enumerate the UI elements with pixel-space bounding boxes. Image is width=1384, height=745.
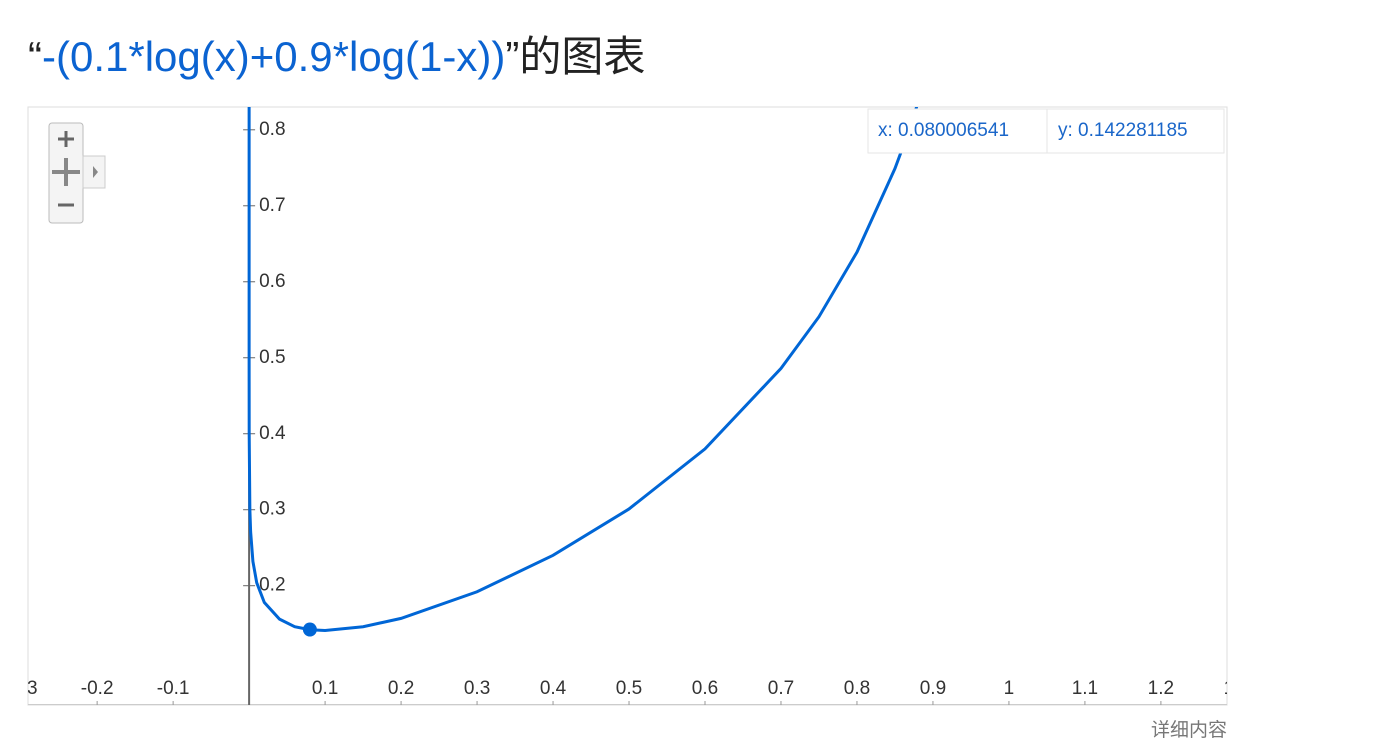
title-suffix: ”的图表 bbox=[505, 33, 645, 80]
x-tick-label: 1.2 bbox=[1148, 678, 1174, 699]
x-tick-label: 1 bbox=[1004, 678, 1015, 699]
title-quote: “ bbox=[28, 33, 42, 80]
plot-area[interactable] bbox=[27, 106, 1228, 706]
y-tick-label: 0.6 bbox=[259, 271, 285, 292]
x-tick-label: 0.6 bbox=[692, 678, 718, 699]
x-tick-label: 0.2 bbox=[388, 678, 414, 699]
x-tick-label: 0.8 bbox=[844, 678, 870, 699]
x-tick-label: -0.1 bbox=[157, 678, 190, 699]
x-tick-label: 0.4 bbox=[540, 678, 567, 699]
pan-arrow bbox=[93, 166, 98, 178]
y-tick-label: 0.7 bbox=[259, 195, 285, 216]
zoom-in[interactable] bbox=[58, 131, 74, 147]
zoom-controls bbox=[48, 122, 106, 224]
y-tick-label: 0.2 bbox=[259, 575, 285, 596]
tooltip: x: 0.080006541 y: 0.142281185 bbox=[867, 108, 1225, 154]
plot: -0.3 -0.2 -0.1 0.1 0.2 0.3 0.4 0.5 0.6 0.7 0.8 0.9 1… bbox=[5, 107, 1250, 705]
details-link[interactable]: 详细内容 bbox=[1151, 719, 1227, 741]
tooltip-x: x: 0.080006541 bbox=[878, 120, 1009, 141]
tooltip-box bbox=[867, 108, 1225, 154]
x-tick-label: 1.3 bbox=[1224, 678, 1250, 699]
title: “-(0.1*log(x)+0.9*log(1-x))”的图表 bbox=[28, 33, 645, 80]
highlight-point bbox=[302, 622, 317, 637]
y-tick-label: 0.3 bbox=[259, 499, 285, 520]
y-tick-label: 0.4 bbox=[259, 423, 286, 444]
x-tick-label: 1.1 bbox=[1072, 678, 1098, 699]
x-tick-label: 0.3 bbox=[464, 678, 490, 699]
tooltip-y: y: 0.142281185 bbox=[1058, 120, 1188, 141]
x-tick-label: -0.3 bbox=[5, 678, 38, 699]
x-tick-label: 0.1 bbox=[312, 678, 338, 699]
x-tick-label: 0.5 bbox=[616, 678, 642, 699]
title-formula[interactable]: -(0.1*log(x)+0.9*log(1-x)) bbox=[42, 33, 505, 80]
y-tick-label: 0.5 bbox=[259, 347, 285, 368]
x-tick-label: 0.7 bbox=[768, 678, 794, 699]
x-tick-label: 0.9 bbox=[920, 678, 946, 699]
function-curve bbox=[247, 107, 919, 633]
pan[interactable] bbox=[52, 158, 80, 186]
y-tick-label: 0.8 bbox=[259, 119, 285, 140]
x-tick-label: -0.2 bbox=[81, 678, 114, 699]
